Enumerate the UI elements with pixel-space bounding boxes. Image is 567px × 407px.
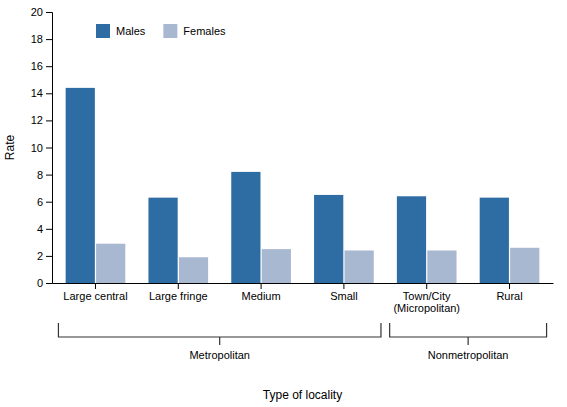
y-tick-mark — [46, 148, 52, 149]
annotations: Metropolitan Nonmetropolitan — [58, 323, 546, 361]
y-tick-label: 8 — [37, 169, 43, 181]
legend-swatch — [96, 24, 110, 38]
x-tick: Town/City(Micropolitan) — [393, 283, 460, 314]
y-tick-mark — [46, 202, 52, 203]
bar-series — [66, 88, 509, 283]
y-tick: 0 — [37, 277, 52, 289]
bar — [397, 196, 426, 283]
y-tick-label: 14 — [31, 87, 43, 99]
x-tick-mark — [178, 283, 179, 289]
y-axis-title: Rate — [3, 135, 17, 161]
bar — [427, 250, 456, 283]
x-tick: Rural — [496, 283, 522, 302]
x-tick-label: Large fringe — [149, 290, 208, 302]
legend-swatch — [163, 24, 177, 38]
x-tick: Large fringe — [149, 283, 208, 302]
x-tick: Medium — [242, 283, 281, 302]
x-tick: Large central — [63, 283, 127, 302]
y-tick-label: 10 — [31, 142, 43, 154]
y-tick: 8 — [37, 169, 52, 181]
y-tick: 18 — [31, 33, 52, 45]
y-tick-label: 2 — [37, 250, 43, 262]
legend: Males Females — [88, 18, 234, 44]
bar — [231, 172, 260, 283]
y-tick: 6 — [37, 196, 52, 208]
y-tick-label: 12 — [31, 114, 43, 126]
bar — [148, 198, 177, 283]
y-tick-mark — [46, 229, 52, 230]
x-tick-label: Small — [330, 290, 358, 302]
annotation-label: Nonmetropolitan — [428, 349, 509, 361]
y-tick-mark — [46, 120, 52, 121]
bar-series — [96, 244, 539, 283]
bars — [66, 88, 540, 283]
y-axis-line — [46, 13, 53, 284]
y-tick-mark — [46, 175, 52, 176]
y-tick-mark — [46, 39, 52, 40]
bracket — [58, 323, 381, 345]
x-tick-mark — [426, 283, 427, 289]
y-tick: 4 — [37, 223, 52, 235]
x-tick-label: Medium — [242, 290, 281, 302]
x-axis-title: Type of locality — [263, 388, 342, 402]
y-tick-label: 18 — [31, 33, 43, 45]
x-tick-mark — [261, 283, 262, 289]
bar — [345, 250, 374, 283]
x-tick-label: Large central — [63, 290, 127, 302]
x-tick-label: Rural — [496, 290, 522, 302]
x-tick-mark — [95, 283, 96, 289]
bar — [66, 88, 95, 283]
bar — [480, 198, 509, 283]
x-tick: Small — [330, 283, 358, 302]
bar — [510, 248, 539, 283]
x-tick-mark — [509, 283, 510, 289]
y-tick-mark — [46, 283, 52, 284]
plot: 0 2 4 6 8 10 12 14 16 18 20 Large central Large frin… — [3, 6, 554, 361]
y-tick-label: 0 — [37, 277, 43, 289]
y-tick-label: 4 — [37, 223, 43, 235]
chart: 0 2 4 6 8 10 12 14 16 18 20 Large central Large frin… — [0, 0, 567, 407]
legend-item: Males — [96, 24, 146, 38]
annotation-label: Metropolitan — [189, 349, 250, 361]
legend-box — [88, 18, 234, 44]
y-tick-mark — [46, 66, 52, 67]
bar — [314, 195, 343, 283]
y-tick-mark — [46, 93, 52, 94]
bar — [262, 249, 291, 283]
legend-label: Females — [183, 25, 226, 37]
legend-item: Females — [163, 24, 226, 38]
y-axis: 0 2 4 6 8 10 12 14 16 18 20 — [31, 6, 53, 289]
y-tick-label: 16 — [31, 60, 43, 72]
y-tick-label: 20 — [31, 6, 43, 18]
x-tick-mark — [343, 283, 344, 289]
bracket — [390, 323, 547, 345]
y-tick: 2 — [37, 250, 52, 262]
y-tick: 10 — [31, 142, 52, 154]
y-tick-mark — [46, 12, 52, 13]
bar — [179, 257, 208, 283]
x-axis: Large central Large fringe Medium Small Town… — [53, 283, 554, 314]
legend-label: Males — [116, 25, 146, 37]
y-tick: 20 — [31, 6, 52, 18]
x-tick-label: Town/City(Micropolitan) — [393, 290, 460, 315]
y-tick: 14 — [31, 87, 52, 99]
y-tick: 12 — [31, 114, 52, 126]
y-tick-label: 6 — [37, 196, 43, 208]
x-axis-line — [53, 283, 554, 284]
y-tick: 16 — [31, 60, 52, 72]
bar — [96, 244, 125, 283]
y-tick-mark — [46, 256, 52, 257]
